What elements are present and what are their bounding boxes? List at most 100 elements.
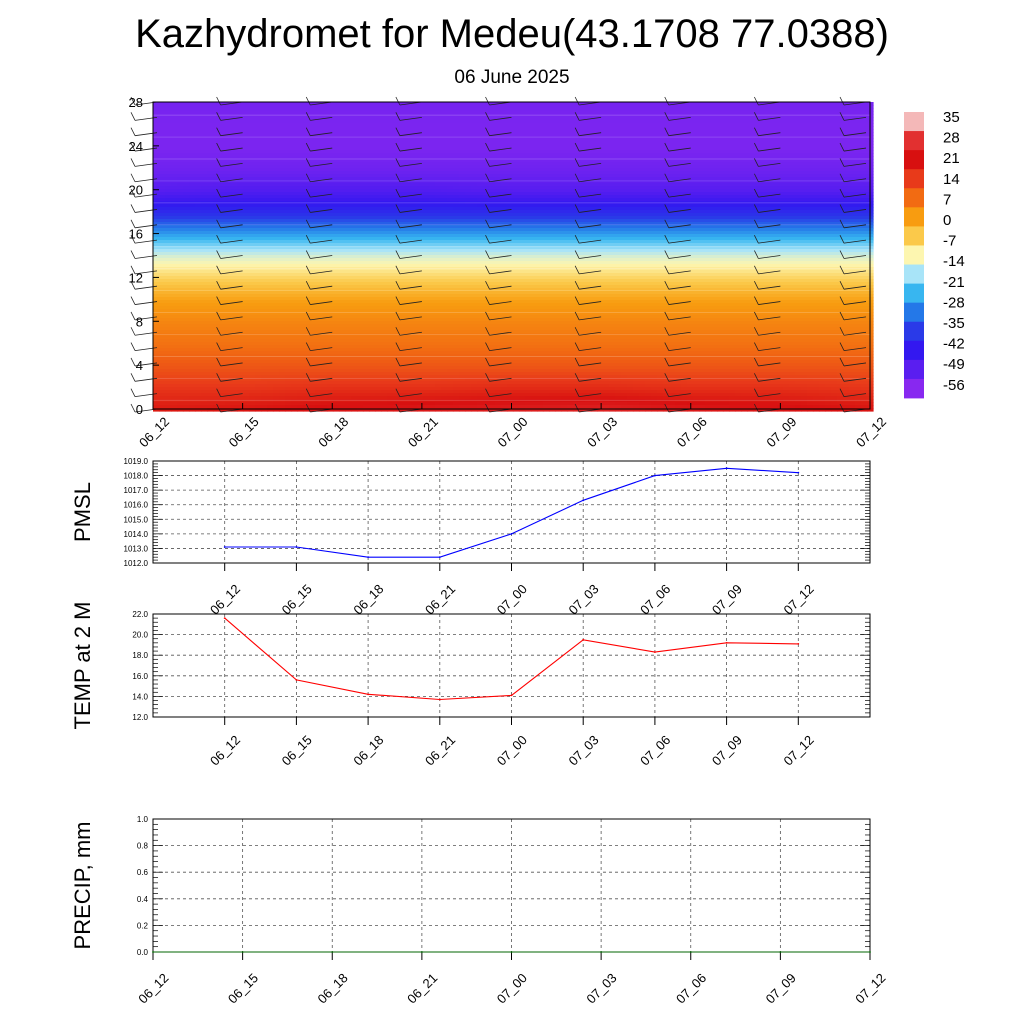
heatmap-cell: [153, 189, 160, 193]
heatmap-cell: [393, 195, 400, 199]
heatmap-cell: [351, 204, 358, 208]
heatmap-cell: [405, 165, 412, 169]
heatmap-cell: [267, 339, 274, 343]
heatmap-cell: [387, 156, 394, 160]
heatmap-cell: [351, 378, 358, 382]
heatmap-cell: [429, 189, 436, 193]
heatmap-cell: [375, 111, 382, 115]
heatmap-cell: [411, 204, 418, 208]
heatmap-cell: [315, 228, 322, 232]
heatmap-cell: [363, 117, 370, 121]
heatmap-cell: [357, 405, 364, 409]
heatmap-cell: [225, 360, 232, 364]
heatmap-cell: [165, 285, 172, 289]
heatmap-cell: [237, 231, 244, 235]
heatmap-cell: [345, 114, 352, 118]
heatmap-cell: [339, 249, 346, 253]
heatmap-cell: [339, 288, 346, 292]
heatmap-cell: [165, 186, 172, 190]
heatmap-cell: [255, 345, 262, 349]
heatmap-cell: [423, 300, 430, 304]
heatmap-cell: [327, 174, 334, 178]
heatmap-cell: [153, 156, 160, 160]
heatmap-cell: [435, 348, 442, 352]
heatmap-cell: [249, 258, 256, 262]
heatmap-cell: [339, 366, 346, 370]
heatmap-cell: [303, 129, 310, 133]
heatmap-cell: [417, 189, 424, 193]
heatmap-cell: [285, 300, 292, 304]
heatmap-cell: [213, 318, 220, 322]
heatmap-cell: [315, 135, 322, 139]
heatmap-cell: [357, 315, 364, 319]
heatmap-cell: [219, 228, 226, 232]
heatmap-cell: [393, 159, 400, 163]
heatmap-cell: [387, 276, 394, 280]
heatmap-cell: [207, 222, 214, 226]
heatmap-cell: [429, 282, 436, 286]
heatmap-cell: [159, 318, 166, 322]
heatmap-cell: [405, 246, 412, 250]
heatmap-cell: [213, 348, 220, 352]
heatmap-cell: [441, 252, 448, 256]
heatmap-cell: [249, 180, 256, 184]
heatmap-cell: [171, 174, 178, 178]
heatmap-cell: [165, 333, 172, 337]
heatmap-cell: [201, 396, 208, 400]
heatmap-cell: [429, 378, 436, 382]
heatmap-cell: [393, 282, 400, 286]
heatmap-cell: [417, 222, 424, 226]
heatmap-cell: [345, 330, 352, 334]
heatmap-cell: [237, 258, 244, 262]
heatmap-cell: [201, 129, 208, 133]
heatmap-cell: [219, 339, 226, 343]
heatmap-cell: [309, 360, 316, 364]
heatmap-cell: [219, 117, 226, 121]
heatmap-cell: [399, 111, 406, 115]
heatmap-cell: [381, 129, 388, 133]
heatmap-cell: [231, 312, 238, 316]
heatmap-cell: [339, 213, 346, 217]
heatmap-cell: [279, 357, 286, 361]
heatmap-cell: [171, 186, 178, 190]
heatmap-cell: [261, 321, 268, 325]
heatmap-cell: [219, 159, 226, 163]
heatmap-cell: [171, 345, 178, 349]
heatmap-cell: [423, 228, 430, 232]
heatmap-cell: [189, 282, 196, 286]
heatmap-cell: [405, 210, 412, 214]
heatmap-cell: [285, 177, 292, 181]
heatmap-cell: [357, 345, 364, 349]
heatmap-cell: [375, 303, 382, 307]
heatmap-cell: [249, 126, 256, 130]
heatmap-cell: [291, 282, 298, 286]
heatmap-cell: [285, 318, 292, 322]
heatmap-cell: [195, 309, 202, 313]
heatmap-cell: [351, 393, 358, 397]
heatmap-cell: [339, 354, 346, 358]
heatmap-cell: [405, 264, 412, 268]
heatmap-cell: [339, 141, 346, 145]
heatmap-cell: [375, 246, 382, 250]
heatmap-cell: [279, 117, 286, 121]
heatmap-cell: [429, 195, 436, 199]
heatmap-cell: [165, 264, 172, 268]
heatmap-cell: [189, 354, 196, 358]
heatmap-cell: [273, 360, 280, 364]
heatmap-cell: [399, 309, 406, 313]
heatmap-cell: [201, 279, 208, 283]
heatmap-cell: [261, 165, 268, 169]
heatmap-cell: [273, 174, 280, 178]
heatmap-cell: [153, 246, 160, 250]
heatmap-cell: [183, 318, 190, 322]
heatmap-cell: [333, 333, 340, 337]
heatmap-cell: [345, 324, 352, 328]
heatmap-cell: [423, 189, 430, 193]
heatmap-cell: [237, 354, 244, 358]
heatmap-cell: [363, 129, 370, 133]
heatmap-cell: [345, 369, 352, 373]
heatmap-cell: [333, 276, 340, 280]
heatmap-cell: [183, 189, 190, 193]
heatmap-cell: [249, 165, 256, 169]
heatmap-cell: [399, 387, 406, 391]
